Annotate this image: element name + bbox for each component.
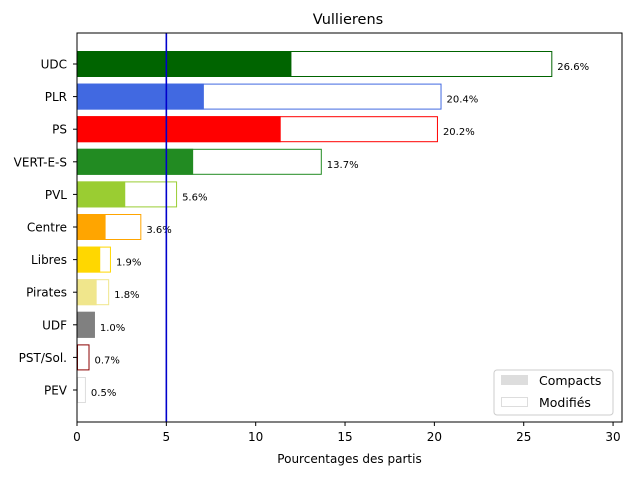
bar-modifies-pev	[77, 377, 86, 403]
y-tick-label-udc: UDC	[41, 58, 67, 72]
y-tick-label-ps: PS	[52, 123, 67, 137]
x-tick-label-25: 25	[516, 430, 531, 444]
y-tick-label-pev: PEV	[44, 384, 68, 398]
data-label-plr: 20.4%	[447, 95, 479, 106]
y-tick-label-centre: Centre	[27, 221, 67, 235]
bar-compacts-centre	[77, 214, 106, 240]
y-tick-label-plr: PLR	[45, 90, 67, 104]
data-label-centre: 3.6%	[146, 225, 171, 236]
x-tick-label-10: 10	[248, 430, 263, 444]
bar-compacts-udc	[77, 51, 292, 77]
data-label-ps: 20.2%	[443, 127, 475, 138]
y-tick-label-pst-sol: PST/Sol.	[19, 351, 67, 365]
y-tick-label-udf: UDF	[42, 318, 67, 332]
legend-label-compacts: Compacts	[539, 373, 601, 388]
legend-swatch-modifies	[501, 397, 528, 407]
bar-compacts-vert-e-s	[77, 148, 194, 175]
data-label-libres: 1.9%	[116, 258, 141, 269]
bar-compacts-plr	[77, 83, 204, 110]
y-tick-label-pirates: Pirates	[26, 286, 67, 300]
bar-compacts-libres	[77, 246, 101, 273]
x-tick-label-15: 15	[337, 430, 352, 444]
legend: Compacts Modifiés	[493, 369, 614, 416]
x-tick-label-20: 20	[427, 430, 442, 444]
chart-title: Vullierens	[313, 12, 383, 28]
bar-compacts-pirates	[77, 279, 97, 306]
x-tick-label-0: 0	[73, 430, 81, 444]
y-tick-label-pvl: PVL	[45, 188, 67, 202]
legend-swatch-compacts	[501, 375, 528, 385]
data-label-udf: 1.0%	[100, 323, 125, 334]
x-axis-label: Pourcentages des partis	[277, 452, 421, 466]
data-label-vert-e-s: 13.7%	[327, 160, 359, 171]
bar-compacts-ps	[77, 116, 281, 143]
x-tick-label-30: 30	[605, 430, 620, 444]
data-label-pev: 0.5%	[91, 388, 116, 399]
data-label-udc: 26.6%	[557, 62, 589, 73]
y-tick-label-vert-e-s: VERT-E-S	[14, 155, 67, 169]
legend-label-modifies: Modifiés	[539, 395, 591, 410]
data-label-pvl: 5.6%	[182, 192, 207, 203]
x-tick-label-5: 5	[163, 430, 171, 444]
bar-compacts-pvl	[77, 181, 126, 208]
bar-modifies-pst-sol	[77, 344, 90, 371]
bar-compacts-udf	[77, 311, 95, 338]
y-tick-label-libres: Libres	[31, 253, 67, 267]
data-label-pst-sol: 0.7%	[95, 355, 120, 366]
data-label-pirates: 1.8%	[114, 290, 139, 301]
